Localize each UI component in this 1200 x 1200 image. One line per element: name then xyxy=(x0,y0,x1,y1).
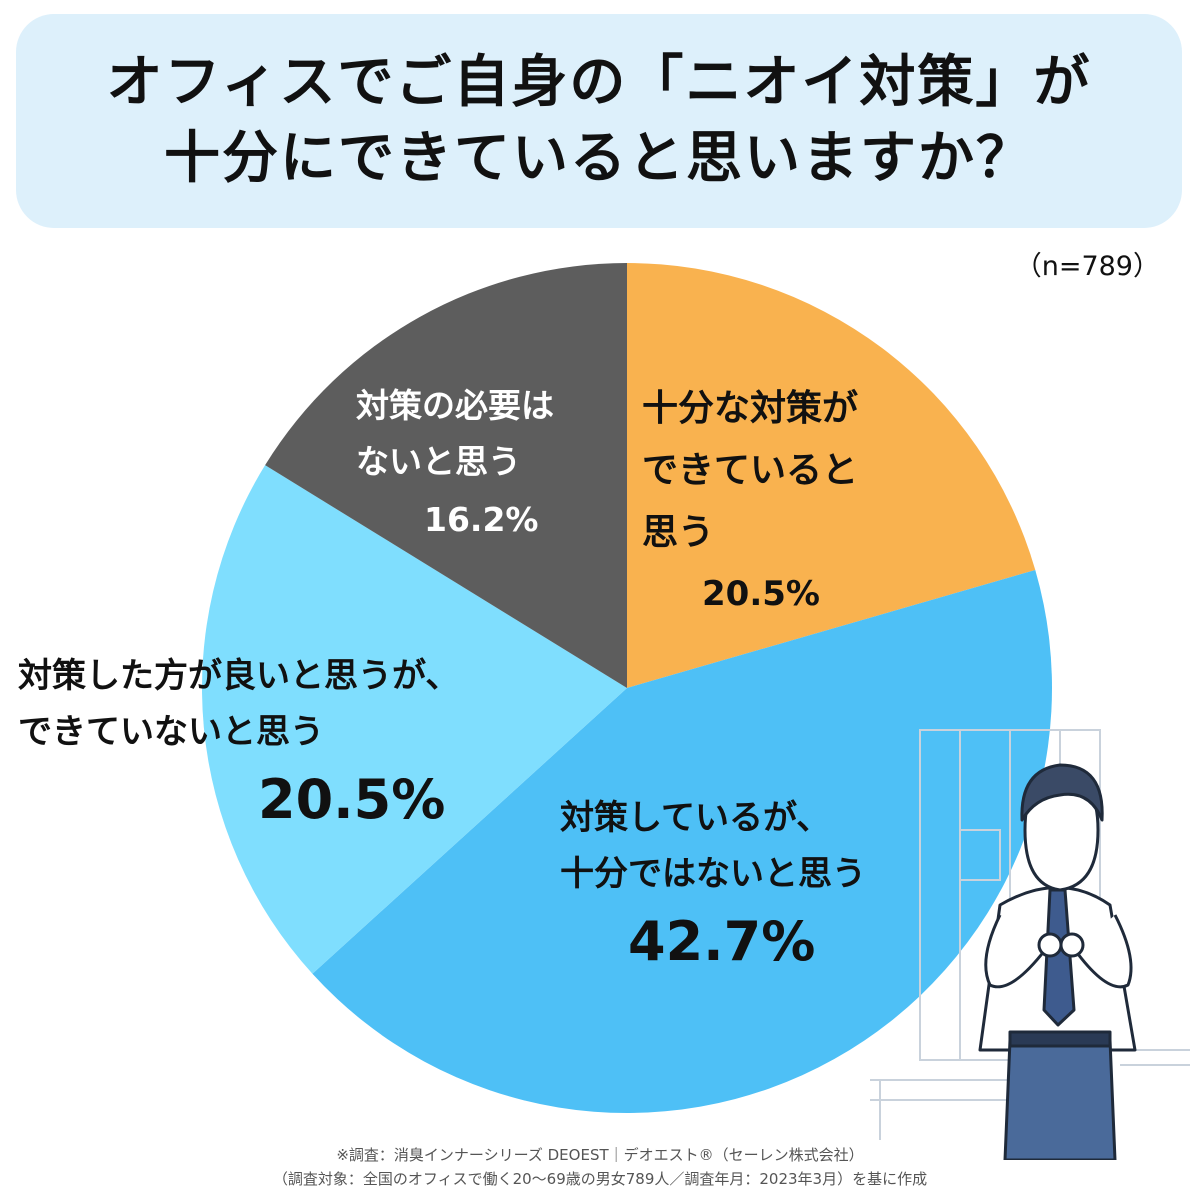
slice-label-not-done: 対策した方が良いと思うが、 できていないと思う 20.5% xyxy=(18,648,459,840)
slice-label-not-needed: 対策の必要は ないと思う 16.2% xyxy=(356,378,554,549)
slice-label-line: 思う xyxy=(642,512,715,553)
slice-label-line: 対策した方が良いと思うが、 xyxy=(18,656,460,696)
sample-size-note: （n=789） xyxy=(1014,251,1160,282)
title-banner: オフィスでご自身の「ニオイ対策」が 十分にできていると思いますか？ xyxy=(16,14,1182,228)
pie-slice-not-needed xyxy=(265,263,627,688)
pie-slice-not-done xyxy=(202,465,627,974)
slice-label-line: 十分な対策が xyxy=(642,388,859,429)
office-worker-illustration xyxy=(870,729,1190,1160)
chart-title-line-1: オフィスでご自身の「ニオイ対策」が xyxy=(106,50,1092,115)
slice-label-line: ないと思う xyxy=(356,442,521,481)
slice-label-line: できていないと思う xyxy=(18,712,324,752)
chart-title-line-2: 十分にできていると思いますか？ xyxy=(164,126,1034,191)
slice-percentage: 20.5% xyxy=(258,768,446,831)
slice-percentage: 42.7% xyxy=(628,910,816,973)
slice-label-line: 対策しているが、 xyxy=(560,798,831,838)
slice-label-line: できていると xyxy=(642,450,859,491)
pie-slice-not-enough xyxy=(312,569,1052,1113)
pie-slice-well-done xyxy=(627,263,1036,688)
slice-label-line: 対策の必要は xyxy=(356,386,554,425)
slice-label-not-enough: 対策しているが、 十分ではないと思う 42.7% xyxy=(560,790,866,982)
survey-scope-note: （調査対象：全国のオフィスで働く20〜69歳の男女789人／調査年月：2023年… xyxy=(272,1170,928,1188)
slice-percentage: 16.2% xyxy=(424,500,539,539)
survey-source-note: ※調査：消臭インナーシリーズ DEOEST｜デオエスト®（セーレン株式会社） xyxy=(336,1146,864,1164)
slice-label-well-done: 十分な対策が できていると 思う 20.5% xyxy=(642,378,858,624)
slice-percentage: 20.5% xyxy=(702,574,820,614)
slice-label-line: 十分ではないと思う xyxy=(560,854,866,894)
